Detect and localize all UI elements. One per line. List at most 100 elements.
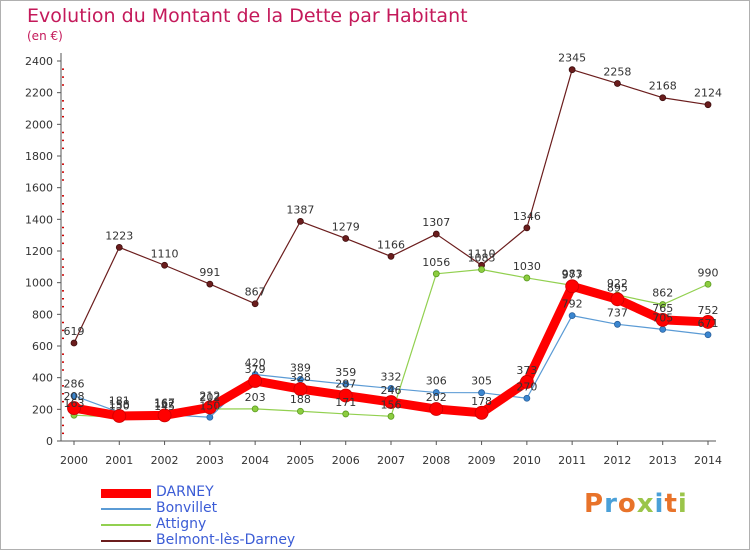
data-point [293, 382, 308, 396]
x-tick-label: 2007 [377, 454, 405, 467]
x-tick-label: 2006 [332, 454, 360, 467]
data-label: 1110 [151, 247, 179, 260]
data-label: 163 [64, 397, 85, 410]
chart-subtitle: (en €) [27, 29, 63, 43]
y-minor-tick [62, 76, 64, 78]
y-tick-label: 0 [46, 435, 53, 448]
y-minor-tick [62, 393, 64, 395]
data-label: 619 [64, 325, 85, 338]
data-point [387, 412, 395, 420]
x-tick-label: 2010 [513, 454, 541, 467]
data-point [704, 331, 712, 339]
data-label: 1030 [513, 260, 541, 273]
data-point [704, 280, 712, 288]
data-label: 332 [381, 370, 402, 383]
data-point [112, 409, 127, 423]
y-minor-tick [62, 195, 64, 197]
data-point [565, 279, 580, 294]
x-tick-label: 2013 [649, 454, 677, 467]
data-label: 156 [381, 398, 402, 411]
data-label: 171 [335, 396, 356, 409]
data-point [342, 410, 350, 418]
data-label: 990 [698, 266, 719, 279]
data-label: 867 [245, 286, 266, 299]
data-point [659, 301, 667, 308]
y-tick-label: 800 [32, 308, 53, 321]
legend-swatch [101, 488, 151, 498]
data-label: 862 [652, 287, 673, 300]
data-point [115, 243, 123, 251]
data-label: 2258 [603, 65, 631, 78]
y-minor-tick [62, 369, 64, 371]
data-label: 705 [652, 311, 673, 324]
data-label: 922 [607, 277, 628, 290]
data-point [342, 380, 350, 388]
data-point [519, 375, 534, 389]
y-minor-tick [62, 337, 64, 340]
y-minor-tick [62, 139, 64, 142]
data-label: 671 [698, 317, 719, 330]
data-label: 203 [245, 391, 266, 404]
data-point [568, 66, 576, 74]
data-point [338, 388, 353, 403]
chart-title: Evolution du Montant de la Dette par Hab… [27, 5, 468, 27]
data-point [70, 392, 78, 400]
legend-swatch [101, 508, 151, 510]
data-label: 1056 [422, 256, 450, 269]
data-label: 983 [562, 267, 583, 280]
data-label: 167 [154, 397, 175, 410]
y-tick-label: 1800 [25, 150, 53, 163]
y-tick-label: 2400 [25, 55, 53, 68]
data-point [478, 266, 485, 273]
data-point [523, 274, 531, 282]
data-label: 737 [607, 306, 628, 319]
data-point [387, 385, 395, 392]
y-minor-tick [62, 131, 64, 134]
data-label: 765 [652, 302, 673, 315]
y-minor-tick [62, 298, 64, 300]
y-minor-tick [62, 171, 64, 173]
y-minor-tick [62, 258, 64, 260]
x-tick-label: 2002 [151, 454, 179, 467]
data-point [523, 394, 531, 402]
x-tick-label: 2005 [286, 454, 314, 467]
x-tick-label: 2000 [60, 454, 88, 467]
y-minor-tick [62, 290, 64, 292]
data-point [384, 395, 398, 409]
legend-swatch [101, 524, 151, 526]
data-point [432, 230, 440, 238]
y-minor-tick [62, 163, 64, 165]
data-point [67, 401, 81, 415]
data-label: 1346 [513, 210, 541, 223]
y-minor-tick [62, 353, 64, 355]
data-label: 2168 [649, 80, 677, 93]
data-point [387, 252, 395, 260]
data-label: 895 [607, 281, 628, 294]
proxiti-logo: Proxiti [584, 489, 688, 519]
data-point [523, 224, 531, 232]
legend-label: Bonvillet [156, 500, 218, 516]
y-tick-label: 2200 [25, 87, 53, 100]
data-point [614, 320, 621, 328]
data-point [161, 261, 168, 269]
data-label: 420 [245, 357, 266, 370]
data-point [202, 400, 217, 415]
data-label: 328 [290, 371, 311, 384]
data-label: 2345 [558, 52, 586, 65]
legend-label: Attigny [156, 516, 207, 532]
data-point [659, 325, 667, 333]
y-minor-tick [62, 266, 64, 268]
x-tick-label: 2001 [105, 454, 133, 467]
data-point [429, 402, 444, 416]
y-minor-tick [62, 424, 64, 427]
y-minor-tick [62, 108, 64, 110]
y-tick-label: 600 [32, 340, 53, 353]
data-label: 1083 [468, 252, 496, 265]
y-minor-tick [62, 115, 64, 118]
data-point [342, 235, 350, 242]
y-minor-tick [62, 203, 64, 205]
data-point [614, 80, 621, 87]
data-label: 1279 [332, 220, 360, 233]
x-tick-label: 2009 [468, 454, 496, 467]
